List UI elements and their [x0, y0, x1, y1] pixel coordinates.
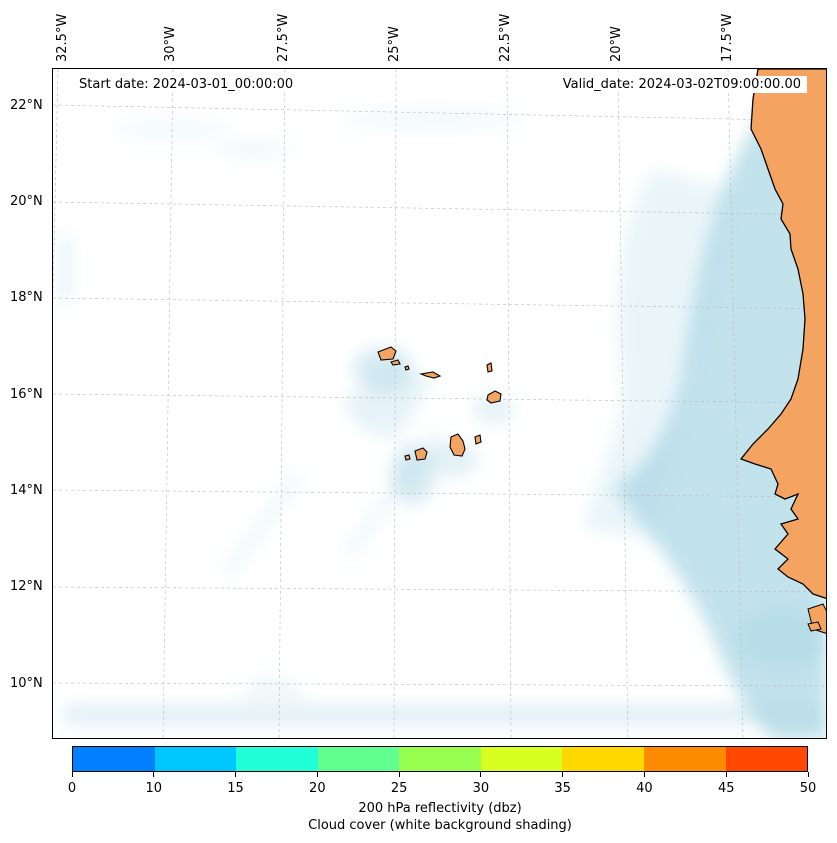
colorbar-title: 200 hPa reflectivity (dbz) — [358, 801, 522, 816]
colorbar-tick-mark — [153, 772, 155, 777]
island-brava — [404, 454, 411, 461]
colorbar-tick-mark — [480, 772, 482, 777]
lat-label-12n: 12°N — [10, 579, 43, 594]
lon-label-32-5w: 32.5°W — [55, 13, 70, 62]
colorbar-tick-mark — [807, 772, 809, 777]
colorbar-segment-3 — [317, 747, 400, 771]
colorbar-tick-label: 50 — [799, 781, 817, 796]
lat-label-16n: 16°N — [10, 387, 43, 402]
valid-date-label: Valid_date: 2024-03-02T09:00:00.00 — [556, 76, 807, 93]
start-date-label: Start date: 2024-03-01_00:00:00 — [73, 76, 300, 93]
colorbar-tick-mark — [316, 772, 318, 777]
island-fogo — [414, 447, 428, 461]
lat-label-20n: 20°N — [10, 194, 43, 209]
colorbar-tick-mark — [562, 772, 564, 777]
island-maio — [474, 434, 482, 445]
island-boa-vista — [486, 390, 502, 404]
reflectivity-colorbar — [72, 746, 808, 772]
lat-label-10n: 10°N — [10, 676, 43, 691]
lat-label-18n: 18°N — [10, 290, 43, 305]
lon-label-25w: 25°W — [387, 26, 402, 62]
colorbar-segment-1 — [154, 747, 237, 771]
lon-label-27-5w: 27.5°W — [276, 13, 291, 62]
colorbar-segment-4 — [399, 747, 481, 771]
island-santa-luzia — [404, 365, 410, 371]
colorbar-segment-6 — [562, 747, 644, 771]
island-sao-nicolau — [418, 371, 442, 379]
colorbar-tick-label: 10 — [145, 781, 163, 796]
cape-verde-islands — [377, 346, 502, 461]
colorbar-tick-mark — [725, 772, 727, 777]
colorbar-segment-8 — [725, 747, 808, 771]
colorbar-tick-label: 30 — [472, 781, 490, 796]
colorbar-tick-label: 40 — [636, 781, 653, 796]
lon-label-22-5w: 22.5°W — [498, 13, 513, 62]
gridlines — [53, 69, 826, 738]
map-panel — [52, 68, 827, 739]
lat-label-22n: 22°N — [10, 98, 43, 113]
colorbar-tick-mark — [398, 772, 400, 777]
island-santo-antao — [377, 346, 397, 361]
lon-label-17-5w: 17.5°W — [720, 13, 735, 62]
colorbar-tick-label: 20 — [309, 781, 326, 796]
colorbar-segment-5 — [480, 747, 563, 771]
colorbar-segment-7 — [643, 747, 726, 771]
colorbar-tick-mark — [643, 772, 645, 777]
colorbar-tick-label: 35 — [554, 781, 571, 796]
colorbar-tick-label: 25 — [390, 781, 408, 796]
colorbar-tick-label: 0 — [67, 781, 77, 796]
colorbar-subtitle: Cloud cover (white background shading) — [308, 818, 572, 833]
colorbar-tick-mark — [71, 772, 73, 777]
lon-label-20w: 20°W — [609, 26, 624, 62]
colorbar-tick-label: 15 — [227, 781, 244, 796]
island-santiago — [449, 433, 466, 457]
cloud-cover-layer — [57, 69, 826, 738]
colorbar-tick-label: 45 — [717, 781, 735, 796]
lat-label-14n: 14°N — [10, 483, 43, 498]
colorbar-segment-2 — [236, 747, 318, 771]
colorbar-tick-mark — [235, 772, 237, 777]
island-sal — [486, 362, 493, 373]
island-sao-vicente — [390, 359, 401, 366]
map-canvas — [53, 69, 826, 738]
colorbar-segment-0 — [73, 747, 155, 771]
lon-label-30w: 30°W — [163, 26, 178, 62]
africa-coastline — [739, 69, 826, 634]
